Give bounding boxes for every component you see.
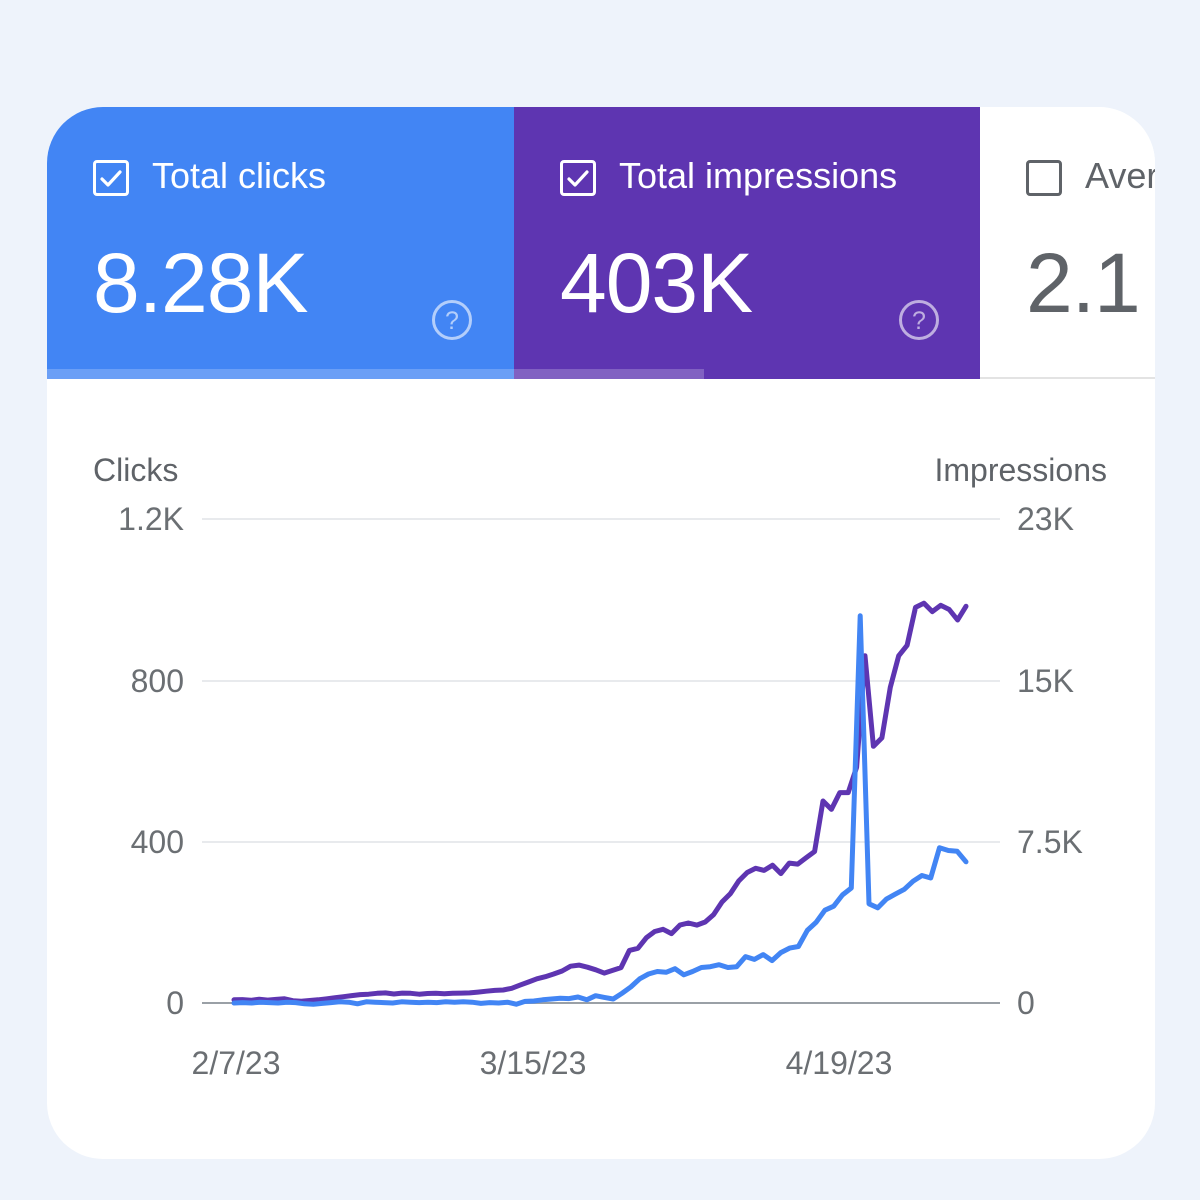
x-tick-label: 3/15/23 [480,1045,587,1081]
left-tick-label: 0 [166,985,184,1021]
clicks-series-line [231,613,969,1007]
right-tick-labels: 0 7.5K 15K 23K [1017,501,1083,1021]
impressions-series-line [231,600,969,1004]
help-icon[interactable]: ? [431,299,473,341]
x-tick-label: 4/19/23 [786,1045,893,1081]
help-icon[interactable]: ? [898,299,940,341]
right-tick-label: 23K [1017,501,1074,537]
impressions-label: Total impressions [619,155,898,196]
checkmark-icon [567,170,589,187]
right-tick-label: 0 [1017,985,1035,1021]
clicks-label: Total clicks [152,155,327,196]
clicks-checkbox[interactable] [93,160,129,196]
impressions-checkbox[interactable] [560,160,596,196]
x-tick-label: 2/7/23 [192,1045,281,1081]
right-tick-label: 15K [1017,663,1074,699]
left-axis-title: Clicks [93,452,178,488]
position-value: 2.1 [1026,236,1141,330]
clicks-value: 8.28K [93,236,309,330]
left-tick-label: 400 [131,824,184,860]
performance-chart: Clicks Impressions 0 400 800 1.2K 0 7.5K 15K 2… [93,452,1108,1081]
checkmark-icon [100,170,122,187]
left-tick-labels: 0 400 800 1.2K [118,501,184,1021]
tile-total-clicks[interactable]: Total clicks 8.28K ? [47,107,514,379]
position-checkbox[interactable] [1026,160,1062,196]
grid-lines [202,518,1000,1004]
series-lines [231,600,969,1007]
left-tick-label: 1.2K [118,501,184,537]
position-label: Aver [1085,155,1155,196]
performance-card: Total clicks 8.28K ? Total impressions 4… [47,107,1155,1159]
tile-average-position[interactable]: Aver 2.1 [980,107,1155,379]
svg-text:?: ? [912,307,926,335]
svg-text:?: ? [445,307,459,335]
x-tick-labels: 2/7/23 3/15/23 4/19/23 [192,1045,893,1081]
right-axis-title: Impressions [935,452,1108,488]
tile-total-impressions[interactable]: Total impressions 403K ? [514,107,980,379]
tab-scroll-indicator [47,369,704,379]
right-tick-label: 7.5K [1017,824,1083,860]
left-tick-label: 800 [131,663,184,699]
impressions-value: 403K [560,236,753,330]
